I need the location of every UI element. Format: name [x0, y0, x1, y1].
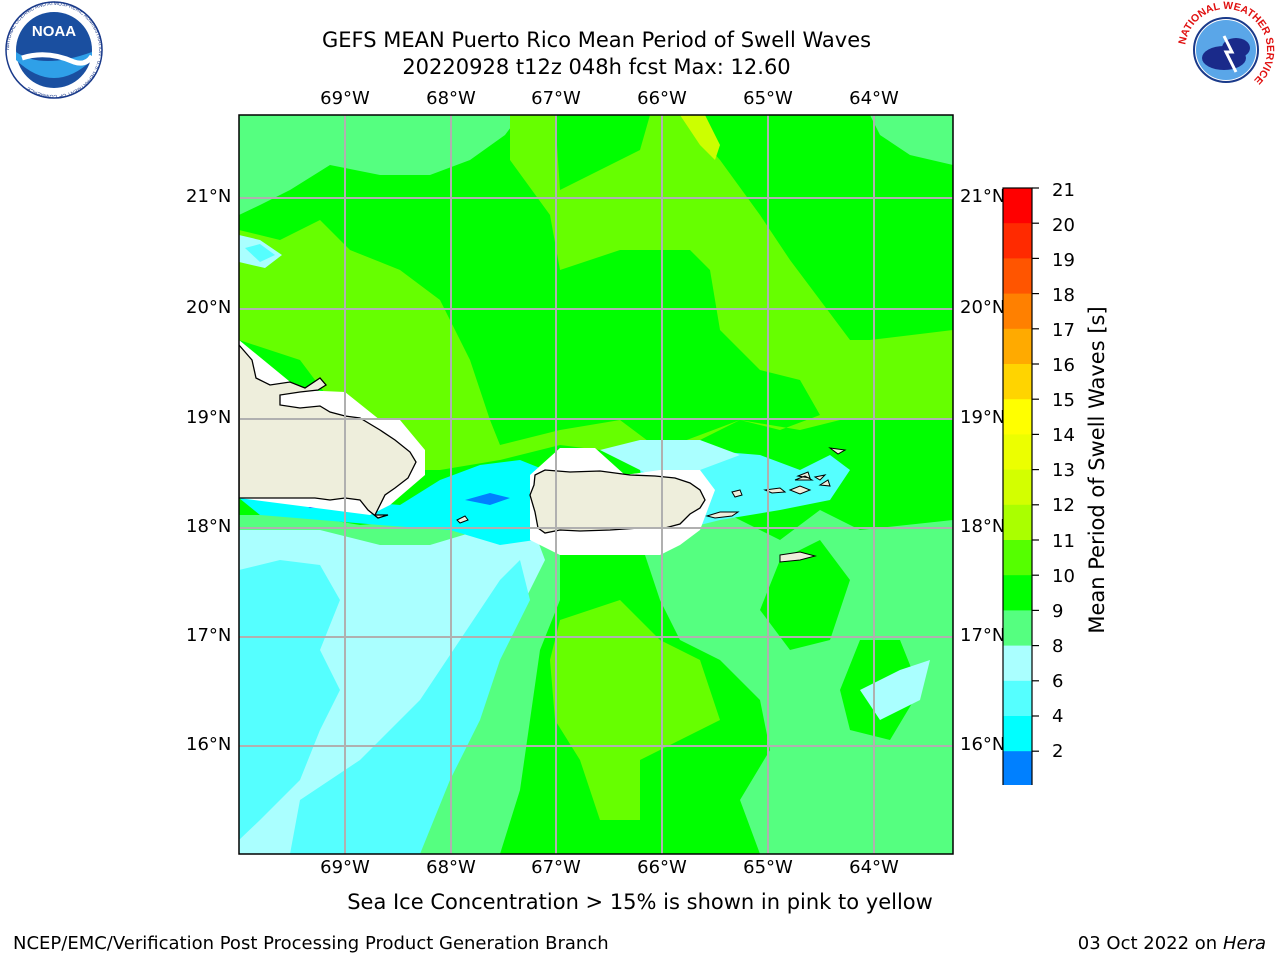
- map-frame: [238, 114, 954, 855]
- lon-label-bottom-66w: 66°W: [637, 857, 687, 878]
- field-yellow-patch: [680, 115, 720, 160]
- colorbar-segment: [1003, 680, 1032, 717]
- footer-branch: NCEP/EMC/Verification Post Processing Pr…: [13, 933, 609, 954]
- colorbar-segment: [1003, 751, 1032, 785]
- lon-label-top-68w: 68°W: [426, 88, 476, 109]
- colorbar-tick-18: 18: [1052, 285, 1075, 306]
- colorbar-tick-4: 4: [1052, 706, 1064, 727]
- land-culebra: [731, 489, 743, 498]
- footer-date-text: 03 Oct 2022 on: [1077, 933, 1218, 954]
- lat-lon-grid: [239, 115, 953, 854]
- field-green-n-patch: [555, 115, 650, 190]
- colorbar-segment: [1003, 364, 1032, 400]
- lon-label-bottom-69w: 69°W: [320, 857, 370, 878]
- colorbar-frame: [1002, 187, 1033, 785]
- lat-label-right-19n: 19°N: [960, 407, 1006, 428]
- land-virgin-islands: [763, 447, 847, 495]
- land-vieques: [705, 511, 740, 519]
- chart-title: GEFS MEAN Puerto Rico Mean Period of Swe…: [321, 28, 872, 52]
- lat-label-left-19n: 19°N: [186, 407, 232, 428]
- chart-subtitle: 20220928 t12z 048h fcst Max: 12.60: [402, 55, 791, 79]
- noaa-logo-text: NOAA: [32, 23, 76, 40]
- colorbar-tick-11: 11: [1052, 531, 1075, 552]
- lat-label-left-21n: 21°N: [186, 186, 232, 207]
- colorbar-tick-21: 21: [1052, 180, 1075, 201]
- colorbar-tick-17: 17: [1052, 320, 1075, 341]
- colorbar-tick-8: 8: [1052, 636, 1064, 657]
- colorbar-segment: [1003, 399, 1032, 435]
- lat-label-right-17n: 17°N: [960, 625, 1006, 646]
- lon-label-top-65w: 65°W: [743, 88, 793, 109]
- colorbar-tick-15: 15: [1052, 390, 1075, 411]
- field-cyan-nw: [245, 244, 275, 262]
- lon-label-bottom-64w: 64°W: [849, 857, 899, 878]
- field-cyan-coast: [239, 460, 545, 545]
- lat-label-left-17n: 17°N: [186, 625, 232, 646]
- colorbar-tick-10: 10: [1052, 566, 1075, 587]
- colorbar-segment: [1003, 610, 1032, 647]
- field-lightgreen-nw: [239, 115, 520, 215]
- lat-label-right-20n: 20°N: [960, 297, 1006, 318]
- lat-label-left-18n: 18°N: [186, 516, 232, 537]
- field-aqua-swath2: [290, 560, 530, 854]
- lon-label-top-69w: 69°W: [320, 88, 370, 109]
- colorbar-tick-13: 13: [1052, 460, 1075, 481]
- land-hispaniola: [239, 344, 417, 519]
- lat-label-left-16n: 16°N: [186, 734, 232, 755]
- footer-host: Hera: [1222, 933, 1266, 954]
- colorbar-segment: [1003, 223, 1032, 259]
- lon-label-top-67w: 67°W: [531, 88, 581, 109]
- sea-ice-note: Sea Ice Concentration > 15% is shown in …: [0, 890, 1280, 914]
- lat-label-right-16n: 16°N: [960, 734, 1006, 755]
- noaa-logo: NOAA NATIONAL OCEANIC AND ATMOSPHERIC AD…: [5, 1, 103, 99]
- sea-ice-note-text: Sea Ice Concentration > 15% is shown in …: [347, 890, 933, 914]
- lon-label-top-64w: 64°W: [849, 88, 899, 109]
- lon-label-bottom-65w: 65°W: [743, 857, 793, 878]
- colorbar-tick-14: 14: [1052, 425, 1075, 446]
- field-aqua-se: [860, 660, 930, 720]
- colorbar-segment: [1003, 645, 1032, 682]
- field-yellowgreen-south: [550, 600, 720, 820]
- lat-label-right-21n: 21°N: [960, 186, 1006, 207]
- field-aqua-swath: [239, 560, 340, 840]
- colorbar-segment: [1003, 716, 1032, 752]
- field-paleaqua-coast: [600, 440, 740, 475]
- lon-label-top-66w: 66°W: [637, 88, 687, 109]
- colorbar-segment: [1003, 188, 1032, 224]
- colorbar-tick-19: 19: [1052, 250, 1075, 271]
- lon-label-bottom-68w: 68°W: [426, 857, 476, 878]
- footer-date: 03 Oct 2022 on Hera: [1078, 933, 1266, 954]
- colorbar-segment: [1003, 258, 1032, 295]
- colorbar-segment: [1003, 469, 1032, 506]
- colorbar-tick-6: 6: [1052, 671, 1064, 692]
- field-green-se1: [760, 540, 850, 650]
- colorbar-tick-20: 20: [1052, 215, 1075, 236]
- nws-logo: NATIONAL WEATHER SERVICE: [1176, 0, 1276, 98]
- colorbar-tick-12: 12: [1052, 495, 1075, 516]
- colorbar-tick-2: 2: [1052, 741, 1064, 762]
- colorbar: [1002, 187, 1039, 785]
- lat-label-right-18n: 18°N: [960, 516, 1006, 537]
- field-yellowgreen-north: [239, 115, 953, 470]
- field-blue-w: [465, 493, 510, 505]
- colorbar-title: Mean Period of Swell Waves [s]: [1085, 306, 1109, 634]
- colorbar-segment: [1003, 328, 1032, 365]
- colorbar-segment: [1003, 504, 1032, 541]
- land-mona: [456, 515, 469, 524]
- lat-label-left-20n: 20°N: [186, 297, 232, 318]
- colorbar-tick-16: 16: [1052, 355, 1075, 376]
- colorbar-tick-9: 9: [1052, 601, 1064, 622]
- land-stcroix: [779, 551, 817, 563]
- colorbar-segment: [1003, 293, 1032, 330]
- colorbar-segment: [1003, 540, 1032, 576]
- colorbar-segment: [1003, 575, 1032, 611]
- colorbar-segment: [1003, 434, 1032, 471]
- lon-label-bottom-67w: 67°W: [531, 857, 581, 878]
- field-lightgreen-ne: [870, 115, 953, 165]
